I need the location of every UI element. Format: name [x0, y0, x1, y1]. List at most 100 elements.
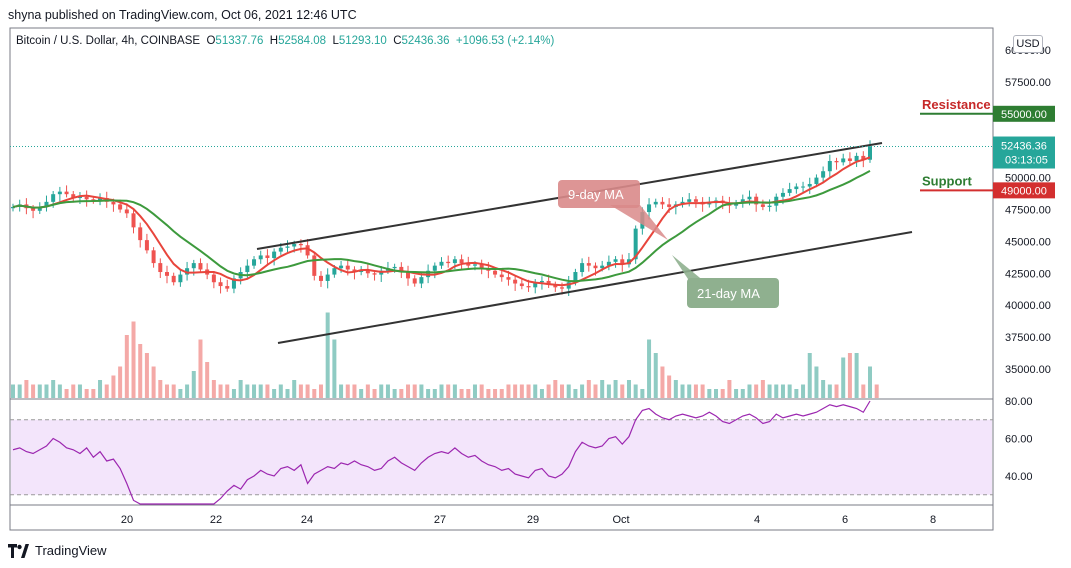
time-tick-label: 6: [842, 514, 848, 526]
volume-bar: [84, 389, 89, 398]
resistance-tag: 55000.00: [993, 105, 1055, 122]
candle-body: [526, 286, 531, 288]
candle: [171, 272, 176, 286]
candle-body: [794, 186, 799, 190]
volume-bar: [419, 384, 424, 398]
volume-bar: [620, 384, 625, 398]
candle-body: [767, 205, 772, 207]
volume-bar: [57, 384, 62, 398]
volume-bar: [111, 375, 116, 398]
open-label: O: [206, 35, 216, 47]
volume-bar: [526, 384, 531, 398]
candle-body: [31, 208, 36, 211]
candle-body: [392, 266, 397, 269]
volume-bar: [593, 384, 598, 398]
candle: [318, 271, 323, 287]
volume-bar: [238, 380, 243, 398]
ma-21-line: [12, 170, 871, 283]
volume-bar: [51, 380, 56, 398]
candle-body: [780, 192, 785, 197]
candle-body: [580, 263, 585, 273]
volume-bar: [399, 389, 404, 398]
volume-bar: [285, 389, 290, 398]
candle-body: [452, 259, 457, 264]
price-tick-label: 40000.00: [1005, 300, 1051, 312]
volume-bar: [379, 384, 384, 398]
time-tick-label: 27: [434, 514, 446, 526]
rsi-tick-label: 40.00: [1005, 471, 1033, 483]
volume-bar: [560, 384, 565, 398]
candle-body: [653, 201, 658, 205]
volume-bar: [158, 380, 163, 398]
candle: [64, 185, 69, 198]
candle: [821, 166, 826, 183]
candle-body: [138, 227, 143, 241]
volume-bar: [466, 389, 471, 398]
time-tick-label: 4: [754, 514, 760, 526]
volume-bar: [24, 380, 29, 398]
volume-bar: [847, 353, 852, 398]
candle-body: [493, 270, 498, 275]
annotation-21-day-ma-pointer: [672, 255, 705, 282]
candle: [98, 193, 103, 206]
candle-body: [124, 209, 129, 214]
candle: [231, 275, 236, 294]
candle-body: [593, 265, 598, 269]
volume-bar: [345, 384, 350, 398]
candle-body: [506, 277, 511, 280]
candle-body: [305, 245, 310, 256]
candle: [647, 198, 652, 220]
candle-body: [339, 265, 344, 269]
price-tick-label: 50000.00: [1005, 173, 1051, 185]
volume-bar: [667, 375, 672, 398]
volume-bar: [91, 389, 96, 398]
candle: [553, 281, 558, 292]
symbol-name: Bitcoin / U.S. Dollar, 4h, COINBASE: [16, 35, 201, 47]
candle-body: [854, 155, 859, 162]
candle: [533, 279, 538, 294]
low-label: L: [332, 35, 339, 47]
volume-bar: [339, 384, 344, 398]
time-tick-label: 29: [527, 514, 539, 526]
volume-bar: [426, 389, 431, 398]
volume-bar: [714, 389, 719, 398]
candle: [847, 152, 852, 166]
candle-body: [868, 146, 872, 160]
volume-bar: [205, 362, 210, 398]
tradingview-logo[interactable]: TradingView: [8, 543, 107, 558]
volume-bar: [720, 389, 725, 398]
price-tick-label: 45000.00: [1005, 236, 1051, 248]
volume-bar: [439, 384, 444, 398]
volume-bar: [151, 366, 156, 398]
candle-body: [71, 194, 76, 199]
candle-body: [191, 263, 196, 269]
rsi-tick-label: 80.00: [1005, 396, 1033, 408]
candle-body: [258, 255, 263, 260]
candle: [258, 250, 263, 264]
candle: [446, 255, 451, 268]
volume-bar: [452, 384, 457, 398]
candle-body: [539, 280, 544, 283]
candle-body: [252, 259, 257, 266]
candle-body: [399, 266, 404, 273]
time-axis: 20 22 24 27 29 Oct 4 6 8: [121, 514, 936, 526]
close-label: C: [393, 35, 402, 47]
volume-bar: [580, 384, 585, 398]
volume-bars: [11, 312, 879, 398]
candle-body: [439, 261, 444, 266]
support-tag-label: 49000.00: [1001, 185, 1047, 197]
currency-badge[interactable]: USD: [1013, 35, 1043, 53]
volume-bar: [365, 384, 370, 398]
candle-body: [560, 287, 565, 289]
candle-body: [553, 284, 558, 288]
volume-bar: [252, 384, 257, 398]
volume-bar: [472, 384, 477, 398]
volume-bar: [693, 384, 698, 398]
candle: [787, 182, 792, 197]
volume-bar: [138, 344, 143, 398]
support-label: Support: [922, 173, 972, 188]
volume-bar: [807, 353, 812, 398]
candle-body: [546, 280, 551, 285]
candle-body: [151, 250, 156, 264]
candle: [479, 259, 484, 275]
